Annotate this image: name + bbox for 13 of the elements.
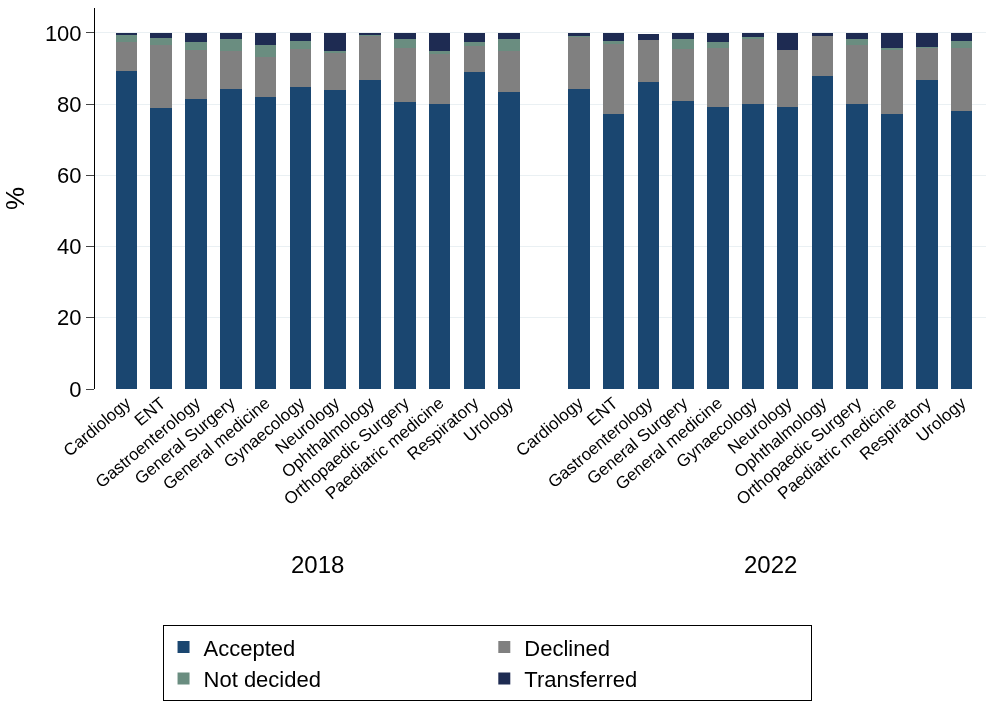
- legend-label: Transferred: [524, 667, 638, 693]
- y-tick-label: 40: [57, 234, 82, 260]
- y-axis-title: %: [0, 186, 30, 211]
- text: 2022: [744, 551, 798, 578]
- y-tick-label: 20: [57, 305, 82, 331]
- y-tick-label: 100: [44, 20, 82, 46]
- legend-label: Declined: [524, 635, 610, 661]
- y-tick-label: 80: [57, 91, 82, 117]
- text: 2018: [291, 551, 345, 578]
- y-tick-label: 60: [57, 163, 82, 189]
- legend-label: Accepted: [203, 635, 296, 661]
- y-tick-label: 0: [69, 376, 82, 402]
- legend-label: Not decided: [203, 667, 321, 693]
